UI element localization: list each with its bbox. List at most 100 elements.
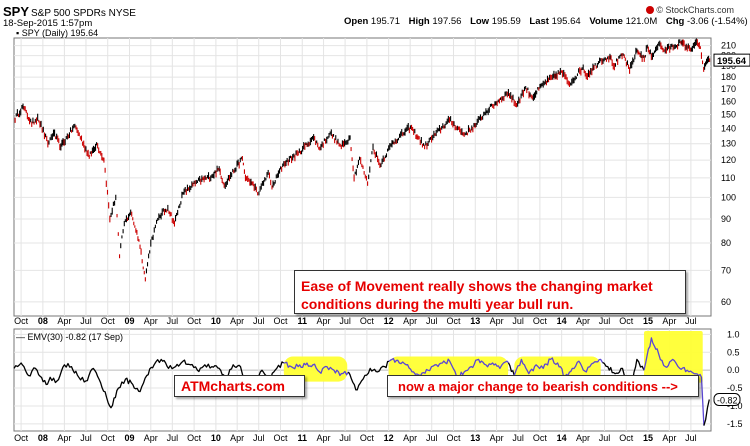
emv-x-tick-label: 11 [298, 433, 308, 443]
volume-label: Volume [589, 16, 623, 27]
emv-x-tick-label: 09 [124, 433, 134, 443]
price-x-tick-label: Jul [339, 316, 351, 326]
emv-x-tick-label: Apr [403, 433, 417, 443]
price-x-tick-label: Jul [426, 316, 438, 326]
price-x-tick-label: 12 [384, 316, 394, 326]
high-value: 197.56 [432, 16, 462, 27]
emv-last-value-label: -0.82 [717, 396, 738, 406]
price-x-tick-label: Jul [599, 316, 611, 326]
price-x-tick-label: Jul [167, 316, 179, 326]
emv-line [507, 362, 515, 376]
price-x-tick-label: Oct [619, 316, 634, 326]
price-x-tick-label: Oct [187, 316, 202, 326]
emv-line [602, 358, 645, 395]
last-value: 195.64 [551, 16, 581, 27]
price-x-tick-label: Oct [446, 316, 461, 326]
emv-x-tick-label: Apr [576, 433, 590, 443]
emv-line [347, 360, 390, 391]
volume-value: 121.0M [625, 16, 658, 27]
emv-x-tick-label: Jul [426, 433, 438, 443]
last-label: Last [529, 16, 549, 27]
price-x-tick-label: 13 [470, 316, 480, 326]
price-y-tick-label: 170 [721, 84, 736, 94]
price-legend-text: SPY (Daily) 195.64 [21, 28, 99, 38]
annotation-main-line1: Ease of Movement really shows the changi… [301, 278, 653, 294]
price-x-tick-label: Jul [80, 316, 92, 326]
emv-x-tick-label: Oct [14, 433, 29, 443]
high-label: High [408, 16, 430, 27]
emv-y-tick-label: 0.0 [727, 365, 740, 375]
annotation-main-line2: conditions during the multi year bull ru… [301, 296, 574, 312]
price-x-tick-label: 11 [298, 316, 308, 326]
emv-x-tick-label: 15 [643, 433, 653, 443]
emv-x-tick-label: Oct [360, 433, 375, 443]
open-label: Open [344, 16, 369, 27]
emv-x-tick-label: Jul [167, 433, 179, 443]
price-x-tick-label: 09 [124, 316, 134, 326]
emv-x-tick-label: Jul [512, 433, 524, 443]
price-x-tick-label: Apr [662, 316, 676, 326]
emv-y-tick-label: 1.0 [727, 329, 740, 339]
price-y-tick-label: 100 [721, 192, 736, 202]
price-x-tick-label: Oct [273, 316, 288, 326]
price-x-tick-label: Apr [230, 316, 244, 326]
price-x-tick-label: 08 [38, 316, 48, 326]
emv-x-tick-label: Oct [619, 433, 634, 443]
price-x-tick-label: 15 [643, 316, 653, 326]
emv-x-tick-label: Apr [490, 433, 504, 443]
price-y-tick-label: 80 [721, 238, 731, 248]
emv-x-tick-label: Jul [685, 433, 697, 443]
price-last-value-badge [713, 53, 750, 67]
price-plot-frame [13, 37, 712, 317]
symbol: SPY [3, 4, 30, 19]
price-x-tick-label: Oct [533, 316, 548, 326]
emv-highlight-region [644, 331, 703, 383]
credit: © StockCharts.com [646, 5, 734, 15]
price-x-tick-label: Jul [512, 316, 524, 326]
emv-line [13, 358, 285, 409]
price-y-tick-label: 120 [721, 155, 736, 165]
price-y-tick-label: 180 [721, 72, 736, 82]
price-y-tick-label: 160 [721, 96, 736, 106]
price-last-value-label: 195.64 [717, 56, 747, 67]
price-x-tick-label: 10 [211, 316, 221, 326]
annotation-bearish: now a major change to bearish conditions… [387, 375, 699, 397]
emv-x-tick-label: Apr [144, 433, 158, 443]
ticker-title: SPY S&P 500 SPDRs NYSE [3, 4, 136, 19]
price-panel: 6070809010011012013014015016017018019020… [13, 37, 750, 317]
emv-last-value-badge [713, 393, 741, 407]
emv-legend-text: EMV(30) -0.82 (17 Sep) [27, 332, 124, 342]
price-x-tick-label: Oct [360, 316, 375, 326]
security-name: S&P 500 SPDRs NYSE [31, 8, 136, 19]
price-y-tick-label: 130 [721, 139, 736, 149]
quote-line: Open 195.71 High 197.56 Low 195.59 Last … [338, 16, 750, 27]
timestamp: 18-Sep-2015 1:57pm [3, 18, 93, 29]
open-value: 195.71 [370, 16, 400, 27]
emv-x-tick-label: Apr [57, 433, 71, 443]
change-value: -3.06 (-1.54%) [687, 16, 748, 27]
price-y-tick-label: 210 [721, 41, 736, 51]
emv-x-tick-label: Jul [80, 433, 92, 443]
emv-x-tick-label: Jul [339, 433, 351, 443]
price-x-tick-label: Apr [317, 316, 331, 326]
emv-x-tick-label: Apr [662, 433, 676, 443]
credit-text: © StockCharts.com [656, 5, 734, 15]
emv-x-tick-label: Apr [317, 433, 331, 443]
price-x-tick-label: Apr [576, 316, 590, 326]
low-label: Low [470, 16, 490, 27]
emv-x-tick-label: 13 [470, 433, 480, 443]
emv-x-tick-label: Jul [253, 433, 265, 443]
price-x-tick-label: Oct [101, 316, 116, 326]
emv-line-highlighted [283, 361, 349, 377]
emv-x-tick-label: 14 [557, 433, 567, 443]
emv-x-tick-label: 08 [38, 433, 48, 443]
price-y-tick-label: 60 [721, 297, 731, 307]
emv-x-tick-label: Oct [101, 433, 116, 443]
annotation-site: ATMcharts.com [174, 375, 305, 397]
emv-legend: — EMV(30) -0.82 (17 Sep) [16, 332, 124, 342]
price-y-tick-label: 70 [721, 265, 731, 275]
price-x-tick-label: Apr [57, 316, 71, 326]
price-y-tick-label: 110 [721, 173, 735, 183]
emv-line [703, 399, 710, 426]
emv-x-tick-label: Oct [273, 433, 288, 443]
